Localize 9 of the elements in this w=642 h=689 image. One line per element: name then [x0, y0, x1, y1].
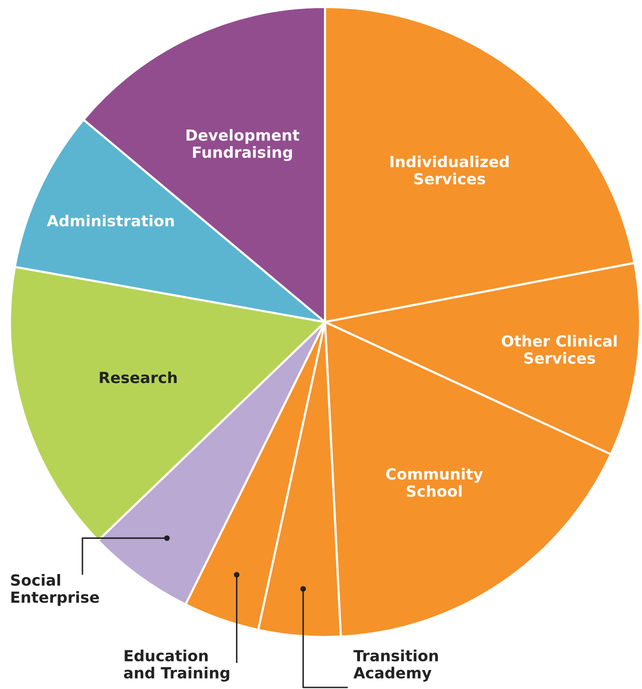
slice-label: Research [100, 371, 177, 384]
slice-label: Education and Training [124, 650, 230, 682]
slice-label: Transition Academy [353, 650, 438, 682]
slice-label: Individualized Services [390, 156, 509, 185]
slice-label: Development Fundraising [186, 129, 300, 162]
slice-label: Community School [386, 468, 483, 497]
slice-label: Other Clinical Services [502, 334, 617, 364]
slice-label: Social Enterprise [11, 574, 99, 606]
slice-label: Administration [46, 214, 174, 227]
